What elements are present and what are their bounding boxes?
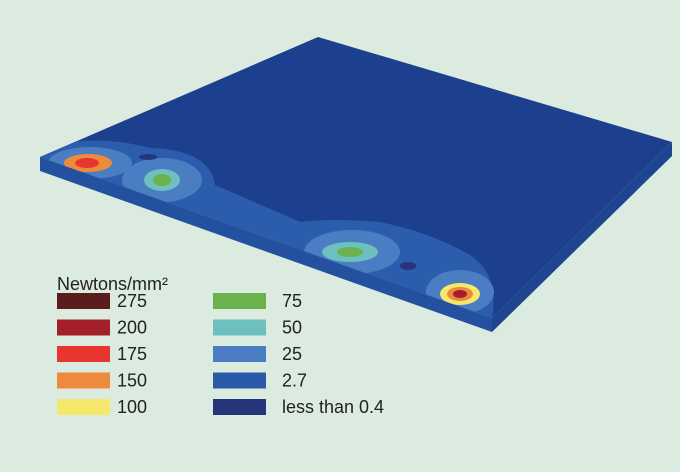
- legend-swatch: [57, 399, 110, 415]
- legend-label: 50: [282, 317, 302, 337]
- legend-label: 150: [117, 370, 147, 390]
- contour: [400, 262, 416, 270]
- contour: [337, 247, 363, 257]
- legend-label: less than 0.4: [282, 397, 384, 417]
- contour: [75, 158, 99, 168]
- legend-label: 175: [117, 344, 147, 364]
- legend-swatch: [213, 320, 266, 336]
- legend-swatch: [213, 399, 266, 415]
- legend-swatch: [57, 320, 110, 336]
- legend-label: 2.7: [282, 370, 307, 390]
- legend: 275 200 175 150 100 75 50 25 2.7 less than 0.4: [57, 291, 384, 417]
- legend-swatch: [213, 346, 266, 362]
- page: Newtons/mm² 275 200 175 150 100 75 50 25 2.7 less…: [0, 0, 680, 472]
- legend-label: 100: [117, 397, 147, 417]
- legend-swatch: [57, 346, 110, 362]
- legend-label: 75: [282, 291, 302, 311]
- legend-swatch: [57, 373, 110, 389]
- legend-label: 275: [117, 291, 147, 311]
- legend-label: 25: [282, 344, 302, 364]
- legend-swatch: [57, 293, 110, 309]
- legend-title: Newtons/mm²: [57, 274, 168, 294]
- legend-swatch: [213, 373, 266, 389]
- legend-label: 200: [117, 317, 147, 337]
- contour: [153, 174, 171, 186]
- contour: [139, 154, 157, 160]
- figure: Newtons/mm² 275 200 175 150 100 75 50 25 2.7 less…: [0, 0, 680, 472]
- contour: [453, 290, 467, 298]
- legend-swatch: [213, 293, 266, 309]
